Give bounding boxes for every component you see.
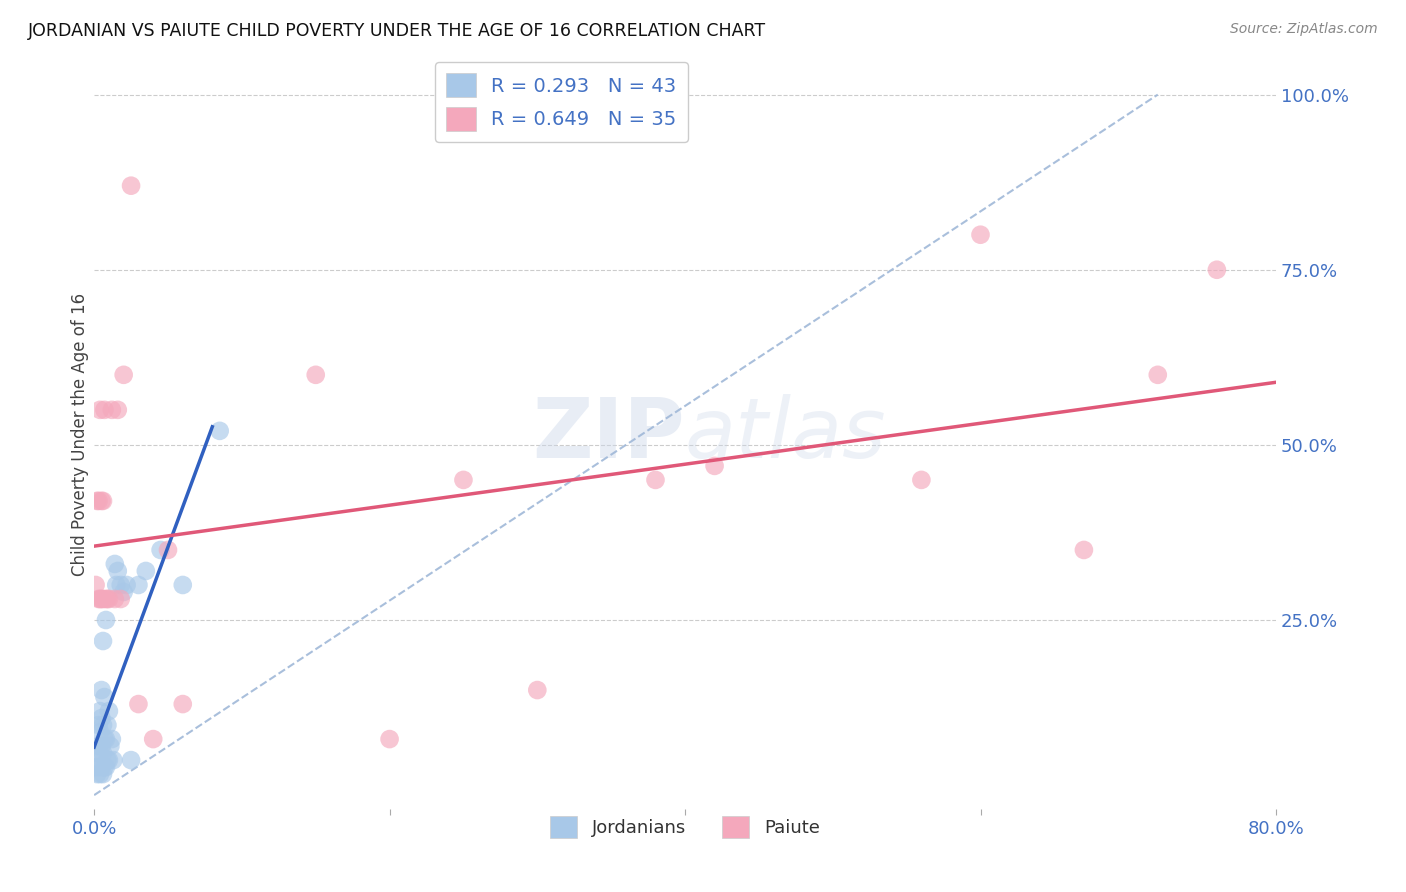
Point bbox=[89, 746, 111, 760]
Point bbox=[104, 592, 127, 607]
Point bbox=[1205, 262, 1227, 277]
Point bbox=[89, 725, 111, 739]
Point bbox=[101, 402, 124, 417]
Point bbox=[89, 592, 111, 607]
Point bbox=[94, 760, 117, 774]
Point bbox=[112, 585, 135, 599]
Point bbox=[135, 564, 157, 578]
Point bbox=[97, 753, 120, 767]
Point bbox=[93, 690, 115, 704]
Point bbox=[107, 402, 129, 417]
Point bbox=[90, 760, 112, 774]
Point bbox=[87, 718, 110, 732]
Point bbox=[93, 402, 115, 417]
Point bbox=[1146, 368, 1168, 382]
Point bbox=[120, 178, 142, 193]
Point bbox=[86, 767, 108, 781]
Point bbox=[969, 227, 991, 242]
Point bbox=[84, 578, 107, 592]
Point bbox=[110, 578, 132, 592]
Point bbox=[94, 613, 117, 627]
Point bbox=[112, 368, 135, 382]
Point bbox=[127, 578, 149, 592]
Point bbox=[91, 718, 114, 732]
Point bbox=[90, 494, 112, 508]
Point bbox=[91, 767, 114, 781]
Point bbox=[91, 634, 114, 648]
Point bbox=[90, 683, 112, 698]
Y-axis label: Child Poverty Under the Age of 16: Child Poverty Under the Age of 16 bbox=[72, 293, 89, 576]
Point bbox=[910, 473, 932, 487]
Point bbox=[91, 746, 114, 760]
Point bbox=[100, 739, 122, 753]
Point bbox=[94, 592, 117, 607]
Point bbox=[87, 592, 110, 607]
Point bbox=[107, 564, 129, 578]
Point bbox=[101, 732, 124, 747]
Point bbox=[90, 711, 112, 725]
Point bbox=[644, 473, 666, 487]
Point bbox=[91, 592, 114, 607]
Text: ZIP: ZIP bbox=[533, 394, 685, 475]
Point bbox=[120, 753, 142, 767]
Point bbox=[378, 732, 401, 747]
Point bbox=[172, 578, 194, 592]
Point bbox=[453, 473, 475, 487]
Point bbox=[84, 760, 107, 774]
Point bbox=[90, 739, 112, 753]
Point bbox=[87, 494, 110, 508]
Text: atlas: atlas bbox=[685, 394, 887, 475]
Point bbox=[703, 458, 725, 473]
Point bbox=[97, 704, 120, 718]
Point bbox=[156, 543, 179, 558]
Text: JORDANIAN VS PAIUTE CHILD POVERTY UNDER THE AGE OF 16 CORRELATION CHART: JORDANIAN VS PAIUTE CHILD POVERTY UNDER … bbox=[28, 22, 766, 40]
Point bbox=[105, 578, 128, 592]
Point bbox=[90, 592, 112, 607]
Point bbox=[104, 557, 127, 571]
Point bbox=[94, 732, 117, 747]
Point bbox=[93, 732, 115, 747]
Text: Source: ZipAtlas.com: Source: ZipAtlas.com bbox=[1230, 22, 1378, 37]
Point bbox=[149, 543, 172, 558]
Point bbox=[127, 697, 149, 711]
Point bbox=[97, 592, 120, 607]
Point bbox=[89, 704, 111, 718]
Legend: Jordanians, Paiute: Jordanians, Paiute bbox=[543, 809, 827, 845]
Point bbox=[86, 746, 108, 760]
Point bbox=[87, 739, 110, 753]
Point bbox=[142, 732, 165, 747]
Point bbox=[96, 753, 118, 767]
Point bbox=[1073, 543, 1095, 558]
Point bbox=[91, 494, 114, 508]
Point bbox=[103, 753, 125, 767]
Point bbox=[115, 578, 138, 592]
Point bbox=[526, 683, 548, 698]
Point bbox=[89, 767, 111, 781]
Point bbox=[208, 424, 231, 438]
Point bbox=[96, 718, 118, 732]
Point bbox=[172, 697, 194, 711]
Point bbox=[96, 592, 118, 607]
Point bbox=[87, 760, 110, 774]
Point bbox=[86, 494, 108, 508]
Point bbox=[93, 760, 115, 774]
Point bbox=[89, 402, 111, 417]
Point bbox=[110, 592, 132, 607]
Point bbox=[305, 368, 328, 382]
